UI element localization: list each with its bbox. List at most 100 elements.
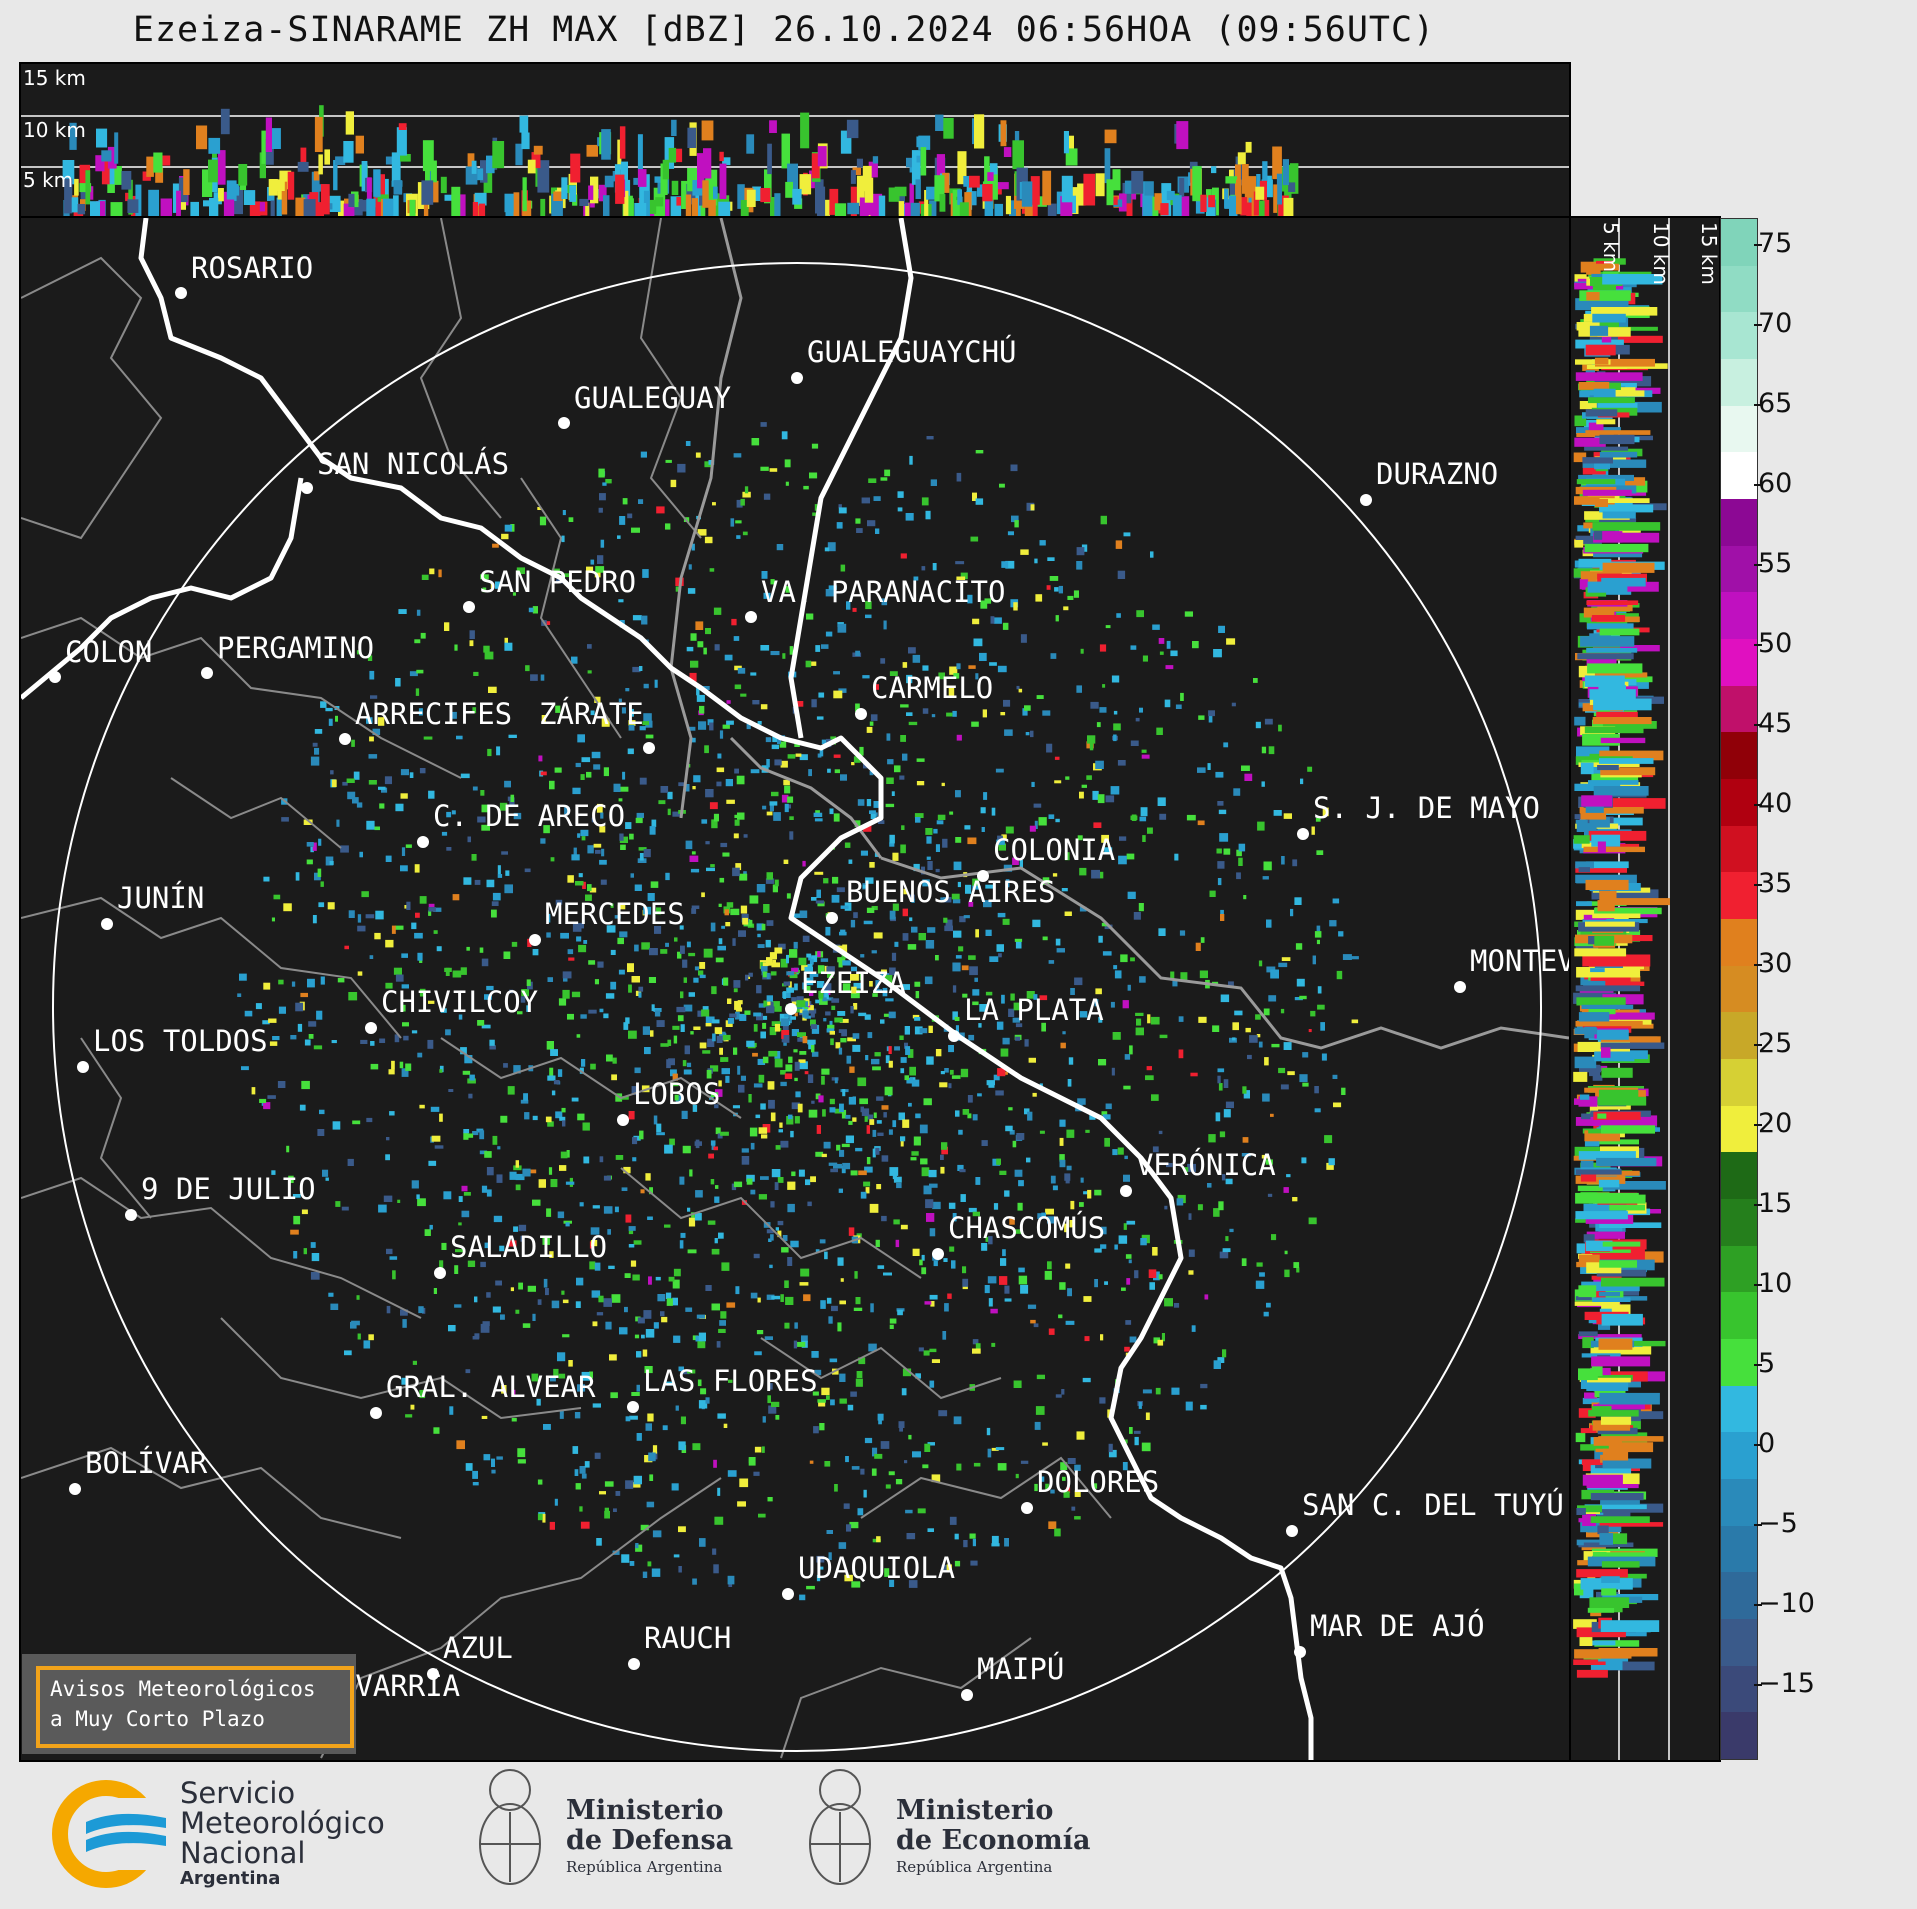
cross-section-echo xyxy=(603,195,610,216)
radar-echo xyxy=(602,482,607,486)
cross-section-echo xyxy=(1576,1539,1618,1546)
radar-echo xyxy=(1146,1066,1152,1071)
radar-echo xyxy=(1217,1357,1225,1363)
radar-echo xyxy=(733,980,741,988)
radar-echo xyxy=(853,756,861,763)
radar-echo xyxy=(643,906,652,915)
radar-echo xyxy=(921,1267,927,1275)
radar-echo xyxy=(503,951,511,959)
cross-section-echo xyxy=(522,177,527,212)
avisos-panel[interactable]: Avisos Meteorológicos a Muy Corto Plazo xyxy=(22,1654,356,1754)
radar-echo xyxy=(831,998,840,1003)
radar-echo xyxy=(1013,1380,1022,1388)
radar-echo xyxy=(642,721,649,726)
cross-section-echo xyxy=(1580,1578,1633,1590)
radar-echo xyxy=(384,776,392,785)
radar-echo xyxy=(1320,1022,1325,1031)
radar-echo xyxy=(1157,797,1166,806)
radar-echo xyxy=(517,1459,526,1464)
radar-echo xyxy=(1099,644,1107,652)
cross-section-echo xyxy=(1065,148,1078,166)
radar-echo xyxy=(646,1501,655,1508)
radar-echo xyxy=(1150,1016,1160,1025)
radar-echo xyxy=(924,1301,932,1305)
cross-section-echo xyxy=(375,197,382,216)
radar-echo xyxy=(581,1059,586,1067)
radar-echo xyxy=(386,1305,391,1314)
radar-echo xyxy=(784,1013,789,1019)
radar-echo xyxy=(809,958,814,965)
cross-section-echo xyxy=(1591,773,1639,785)
avisos-button[interactable]: Avisos Meteorológicos a Muy Corto Plazo xyxy=(36,1666,354,1748)
radar-echo xyxy=(839,1300,846,1305)
radar-echo xyxy=(541,715,546,722)
radar-echo xyxy=(810,1011,815,1018)
radar-echo xyxy=(794,1012,798,1017)
cross-section-echo xyxy=(202,169,213,197)
radar-echo xyxy=(996,839,1005,845)
radar-echo xyxy=(770,1234,774,1241)
radar-echo xyxy=(1083,1191,1089,1195)
radar-echo xyxy=(385,939,394,948)
radar-echo xyxy=(979,1004,988,1012)
radar-echo xyxy=(887,759,894,765)
cross-section-echo xyxy=(1594,935,1615,946)
radar-echo xyxy=(975,1177,981,1185)
radar-echo xyxy=(481,958,489,967)
radar-echo xyxy=(727,998,732,1004)
radar-echo xyxy=(1228,981,1234,987)
radar-echo xyxy=(900,1224,908,1230)
cross-section-echo xyxy=(1590,976,1631,988)
radar-echo xyxy=(463,877,472,885)
radar-echo xyxy=(710,864,715,868)
radar-echo xyxy=(725,922,731,927)
radar-echo xyxy=(1218,625,1225,633)
radar-echo xyxy=(885,1055,890,1064)
cross-section-echo xyxy=(303,199,316,216)
cross-section-echo xyxy=(1584,1204,1645,1211)
radar-echo xyxy=(785,1064,793,1072)
radar-echo xyxy=(1332,1074,1338,1079)
radar-echo xyxy=(281,817,289,822)
radar-echo xyxy=(828,585,837,590)
radar-echo xyxy=(802,935,810,942)
radar-echo xyxy=(889,834,895,844)
radar-echo xyxy=(621,707,626,714)
radar-echo xyxy=(357,971,363,976)
radar-echo xyxy=(1198,1016,1207,1023)
radar-echo xyxy=(1338,931,1344,937)
radar-echo xyxy=(526,979,531,986)
cross-section-echo xyxy=(1598,1338,1633,1350)
radar-echo xyxy=(1032,1092,1037,1097)
radar-echo xyxy=(1126,853,1135,860)
radar-echo xyxy=(1074,1490,1081,1497)
radar-echo xyxy=(999,483,1005,488)
radar-echo xyxy=(817,951,821,957)
radar-echo xyxy=(802,1010,809,1018)
radar-echo xyxy=(848,859,853,864)
cross-section-echo xyxy=(521,132,530,150)
colorbar-tick-label: 35 xyxy=(1753,868,1793,899)
cross-section-echo xyxy=(856,158,863,168)
radar-echo xyxy=(648,1276,652,1285)
radar-echo xyxy=(1080,648,1084,654)
radar-echo xyxy=(1055,1394,1062,1398)
radar-echo xyxy=(710,1065,719,1072)
cross-section-echo xyxy=(1578,474,1634,481)
radar-echo xyxy=(815,900,824,904)
radar-echo xyxy=(824,989,829,998)
cross-section-echo xyxy=(1598,1292,1620,1297)
radar-echo xyxy=(391,1060,395,1070)
radar-echo xyxy=(840,774,847,781)
city-label: LAS FLORES xyxy=(643,1364,818,1398)
radar-echo xyxy=(1172,981,1178,987)
radar-echo xyxy=(884,469,891,477)
radar-echo xyxy=(854,820,861,828)
radar-echo xyxy=(825,1011,831,1016)
radar-echo xyxy=(290,1229,299,1235)
radar-echo xyxy=(1098,1059,1107,1066)
radar-echo xyxy=(237,993,242,997)
radar-echo xyxy=(853,1307,863,1311)
radar-echo xyxy=(1059,1282,1066,1290)
radar-echo xyxy=(861,497,870,504)
